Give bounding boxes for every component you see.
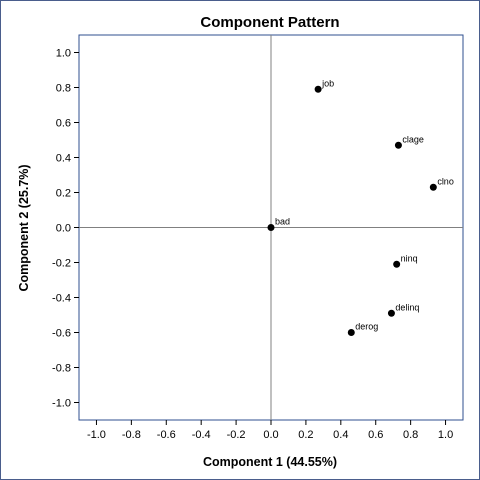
x-tick-label: 0.0 [263, 429, 278, 441]
data-point-label: derog [355, 322, 378, 332]
y-tick-label: 1.0 [56, 48, 71, 60]
y-tick-label: 0.0 [56, 223, 71, 235]
y-tick-label: 0.8 [56, 83, 71, 95]
data-point-label: bad [275, 217, 290, 227]
y-tick-label: -0.8 [52, 363, 71, 375]
y-axis: 1.0 0.8 0.6 0.4 0.2 0.0 -0.2 -0.4 -0.6 -0.8 -1.0 [52, 48, 79, 410]
x-tick-label: -0.2 [227, 429, 246, 441]
data-point-clno [429, 183, 437, 191]
y-tick-label: -0.4 [52, 293, 71, 305]
y-tick-label: -0.2 [52, 258, 71, 270]
x-tick-label: 0.8 [403, 429, 418, 441]
x-axis-label: Component 1 (44.55%) [203, 455, 337, 469]
x-axis: -1.0 -0.8 -0.6 -0.4 -0.2 0.0 0.2 0.4 0.6 0.8 1.0 [87, 420, 453, 441]
x-tick-label: -1.0 [87, 429, 106, 441]
data-points: job clage clno bad ninq delinq derog [267, 78, 454, 336]
x-tick-label: 0.6 [368, 429, 383, 441]
x-tick-label: 1.0 [438, 429, 453, 441]
x-tick-label: -0.6 [157, 429, 176, 441]
data-point-label: ninq [401, 253, 418, 263]
x-tick-label: 0.2 [298, 429, 313, 441]
y-tick-label: -1.0 [52, 398, 71, 410]
x-tick-label: -0.4 [192, 429, 211, 441]
data-point-label: delinq [395, 302, 419, 312]
x-tick-label: -0.8 [122, 429, 141, 441]
data-point-job [314, 85, 322, 93]
data-point-derog [347, 329, 355, 336]
y-tick-label: 0.4 [56, 153, 71, 165]
y-tick-label: 0.6 [56, 118, 71, 130]
chart-title: Component Pattern [200, 14, 339, 31]
data-point-label: job [321, 78, 334, 88]
data-point-clage [394, 141, 402, 149]
data-point-bad [267, 224, 275, 231]
y-tick-label: 0.2 [56, 188, 71, 200]
y-axis-label: Component 2 (25.7%) [17, 164, 31, 291]
data-point-delinq [387, 309, 395, 317]
x-tick-label: 0.4 [333, 429, 348, 441]
data-point-ninq [393, 260, 401, 268]
data-point-label: clage [402, 134, 424, 144]
data-point-label: clno [437, 176, 454, 186]
y-tick-label: -0.6 [52, 328, 71, 340]
